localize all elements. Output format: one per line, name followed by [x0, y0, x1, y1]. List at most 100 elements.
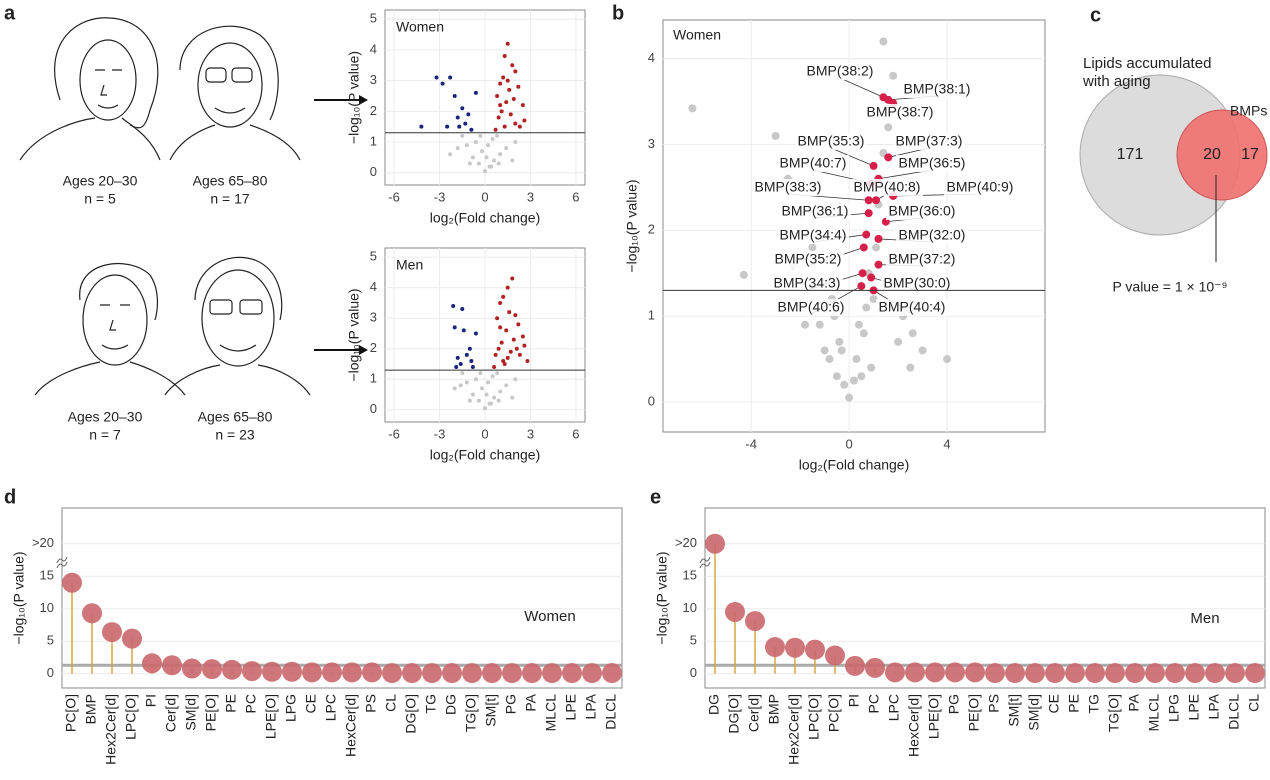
y-tick-label: 4: [370, 279, 377, 294]
point: [507, 87, 512, 92]
point: [455, 115, 460, 120]
x-tick-label: 0: [481, 189, 488, 204]
y-axis-label: −log₁₀(P value): [11, 551, 27, 644]
lollipop-head: [985, 663, 1005, 684]
point: [511, 97, 516, 102]
point: [498, 325, 503, 330]
x-tick-label: 0: [481, 426, 488, 441]
point: [495, 371, 500, 376]
point: [464, 143, 469, 148]
point: [492, 365, 497, 370]
point: [476, 161, 481, 166]
point: [495, 316, 500, 321]
y-tick-label: 1: [370, 133, 377, 148]
point: [943, 355, 952, 364]
x-tick-label: LPC[O]: [806, 694, 822, 740]
x-tick-label: PC[O]: [63, 694, 79, 732]
label-bg: [772, 251, 844, 268]
label-bg: [771, 275, 843, 292]
x-tick-label: PS: [363, 694, 379, 713]
point: [448, 152, 453, 157]
point-label: BMP(35:2): [775, 251, 842, 267]
y-axis-label: −log₁₀(P value): [346, 51, 362, 144]
venn-count: 20: [1203, 146, 1221, 163]
point: [467, 161, 472, 166]
lollipop-head: [62, 572, 82, 593]
lollipop-head: [945, 662, 965, 683]
lollipop-head: [402, 663, 422, 684]
point: [864, 196, 873, 205]
face-sketch: [19, 17, 161, 161]
y-tick-label: 10: [40, 600, 54, 615]
x-tick-label: -3: [434, 189, 446, 204]
point: [508, 349, 513, 354]
point: [467, 346, 472, 351]
point-label: BMP(37:2): [889, 251, 956, 267]
lollipop-head: [745, 611, 765, 632]
point: [473, 90, 478, 95]
point: [498, 81, 503, 86]
x-tick-label: PI: [846, 694, 862, 707]
point: [483, 406, 487, 411]
point: [473, 377, 478, 382]
x-tick-label: LPC: [886, 694, 902, 721]
x-tick-label: DG[O]: [403, 694, 419, 734]
point: [467, 398, 472, 403]
x-tick-label: LPG: [1166, 694, 1182, 722]
point-label: BMP(36:1): [782, 203, 849, 219]
x-tick-label: DG[O]: [726, 694, 742, 734]
x-tick-label: LPE[O]: [926, 694, 942, 739]
point: [874, 260, 883, 269]
point: [510, 63, 515, 68]
point: [894, 337, 903, 346]
point: [517, 352, 522, 357]
point: [490, 136, 495, 141]
lollipop-head: [362, 662, 382, 683]
x-tick-label: MLCL: [1146, 694, 1162, 732]
y-tick-label: 1: [648, 308, 655, 323]
point: [879, 37, 888, 46]
point: [525, 358, 530, 363]
lollipop-head: [1005, 663, 1025, 684]
y-tick-label: 1: [370, 371, 377, 386]
point-label: BMP(40:9): [947, 179, 1014, 195]
x-tick-label: DLCL: [603, 694, 619, 730]
y-tick-label: 0: [370, 401, 377, 416]
label-bg: [864, 104, 936, 121]
lollipop-head: [1205, 663, 1225, 684]
lollipop-head: [562, 663, 582, 684]
y-tick-label: 5: [47, 633, 54, 648]
y-tick-label: 3: [370, 72, 377, 87]
point: [859, 243, 868, 252]
x-tick-label: -6: [388, 189, 400, 204]
x-tick-label: PA: [1126, 693, 1142, 711]
point: [495, 133, 500, 138]
lollipop-head: [242, 661, 262, 682]
x-tick-label: SM[d]: [1026, 694, 1042, 731]
point: [452, 93, 457, 98]
label-bg: [944, 179, 1016, 196]
lollipop-head: [845, 655, 865, 676]
lollipop-head: [462, 663, 482, 684]
y-axis-label: −log₁₀(P value): [346, 288, 362, 381]
face-sketch: [169, 25, 301, 161]
leader-line: [830, 147, 874, 167]
point: [906, 363, 915, 372]
y-axis-label: −log₁₀(P value): [654, 551, 670, 644]
point: [884, 153, 893, 162]
point-label: BMP(40:8): [854, 179, 921, 195]
point: [504, 100, 509, 105]
x-tick-label: LPC: [323, 694, 339, 721]
y-tick-label: 0: [47, 665, 54, 680]
point: [845, 393, 854, 402]
point: [486, 380, 491, 385]
point: [801, 320, 810, 329]
point-label: BMP(30:0): [884, 275, 951, 291]
point: [501, 294, 506, 299]
point: [493, 352, 498, 357]
group-n: n = 7: [89, 427, 121, 443]
point: [508, 112, 513, 117]
axis-break: [56, 556, 68, 569]
point-label: BMP(34:4): [780, 227, 847, 243]
x-tick-label: LPE[O]: [263, 694, 279, 739]
